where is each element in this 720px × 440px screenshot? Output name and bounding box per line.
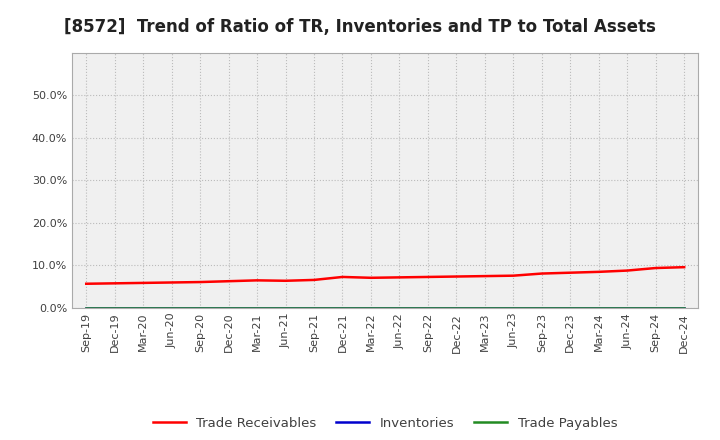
Trade Payables bbox=[253, 305, 261, 311]
Trade Receivables bbox=[652, 265, 660, 271]
Text: [8572]  Trend of Ratio of TR, Inventories and TP to Total Assets: [8572] Trend of Ratio of TR, Inventories… bbox=[64, 18, 656, 36]
Inventories bbox=[310, 305, 318, 311]
Trade Receivables bbox=[623, 268, 631, 273]
Inventories bbox=[366, 305, 375, 311]
Trade Receivables bbox=[452, 274, 461, 279]
Trade Payables bbox=[167, 305, 176, 311]
Trade Receivables bbox=[680, 264, 688, 270]
Trade Payables bbox=[680, 305, 688, 311]
Inventories bbox=[480, 305, 489, 311]
Trade Payables bbox=[566, 305, 575, 311]
Trade Receivables bbox=[423, 274, 432, 279]
Trade Payables bbox=[395, 305, 404, 311]
Inventories bbox=[395, 305, 404, 311]
Trade Payables bbox=[282, 305, 290, 311]
Trade Payables bbox=[196, 305, 204, 311]
Trade Payables bbox=[452, 305, 461, 311]
Trade Receivables bbox=[509, 273, 518, 279]
Inventories bbox=[595, 305, 603, 311]
Trade Receivables bbox=[566, 270, 575, 275]
Trade Receivables bbox=[537, 271, 546, 276]
Trade Payables bbox=[480, 305, 489, 311]
Trade Payables bbox=[310, 305, 318, 311]
Trade Receivables bbox=[139, 280, 148, 286]
Trade Payables bbox=[623, 305, 631, 311]
Trade Payables bbox=[110, 305, 119, 311]
Trade Receivables bbox=[595, 269, 603, 275]
Trade Receivables bbox=[225, 279, 233, 284]
Inventories bbox=[452, 305, 461, 311]
Inventories bbox=[253, 305, 261, 311]
Trade Receivables bbox=[282, 278, 290, 283]
Inventories bbox=[623, 305, 631, 311]
Trade Receivables bbox=[395, 275, 404, 280]
Trade Receivables bbox=[366, 275, 375, 280]
Trade Receivables bbox=[167, 280, 176, 285]
Inventories bbox=[423, 305, 432, 311]
Trade Payables bbox=[82, 305, 91, 311]
Trade Receivables bbox=[196, 279, 204, 285]
Trade Receivables bbox=[310, 277, 318, 282]
Trade Payables bbox=[595, 305, 603, 311]
Trade Payables bbox=[338, 305, 347, 311]
Inventories bbox=[680, 305, 688, 311]
Inventories bbox=[139, 305, 148, 311]
Trade Receivables bbox=[82, 281, 91, 286]
Trade Receivables bbox=[338, 274, 347, 279]
Trade Payables bbox=[423, 305, 432, 311]
Inventories bbox=[110, 305, 119, 311]
Trade Payables bbox=[225, 305, 233, 311]
Trade Payables bbox=[366, 305, 375, 311]
Inventories bbox=[82, 305, 91, 311]
Inventories bbox=[537, 305, 546, 311]
Inventories bbox=[167, 305, 176, 311]
Trade Payables bbox=[509, 305, 518, 311]
Inventories bbox=[509, 305, 518, 311]
Inventories bbox=[282, 305, 290, 311]
Trade Receivables bbox=[253, 278, 261, 283]
Legend: Trade Receivables, Inventories, Trade Payables: Trade Receivables, Inventories, Trade Pa… bbox=[148, 411, 623, 435]
Inventories bbox=[338, 305, 347, 311]
Line: Trade Receivables: Trade Receivables bbox=[86, 267, 684, 284]
Trade Receivables bbox=[110, 281, 119, 286]
Trade Payables bbox=[652, 305, 660, 311]
Inventories bbox=[196, 305, 204, 311]
Inventories bbox=[652, 305, 660, 311]
Trade Receivables bbox=[480, 273, 489, 279]
Inventories bbox=[225, 305, 233, 311]
Inventories bbox=[566, 305, 575, 311]
Trade Payables bbox=[537, 305, 546, 311]
Trade Payables bbox=[139, 305, 148, 311]
